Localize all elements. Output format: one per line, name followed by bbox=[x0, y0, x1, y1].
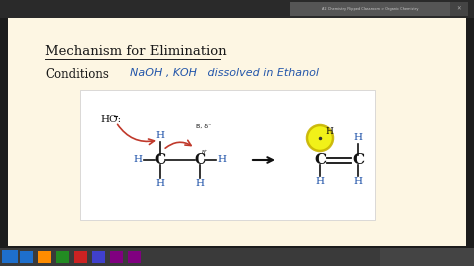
Text: δ⁺: δ⁺ bbox=[202, 149, 208, 155]
Bar bbox=[290, 2, 450, 16]
Bar bbox=[92, 251, 105, 263]
Text: H: H bbox=[354, 134, 363, 143]
Text: C: C bbox=[194, 153, 206, 167]
Text: H: H bbox=[218, 156, 227, 164]
Text: H: H bbox=[325, 127, 333, 136]
Bar bbox=[74, 251, 87, 263]
Text: C: C bbox=[314, 153, 326, 167]
Text: Mechanism for Elimination: Mechanism for Elimination bbox=[45, 45, 227, 58]
Text: H: H bbox=[354, 177, 363, 186]
Text: H: H bbox=[316, 177, 325, 186]
Bar bbox=[8, 18, 466, 246]
Bar bbox=[110, 251, 123, 263]
Text: B, δ⁻: B, δ⁻ bbox=[196, 123, 211, 128]
Text: H: H bbox=[155, 131, 164, 140]
Bar bbox=[0, 0, 474, 18]
Text: H: H bbox=[155, 180, 164, 189]
Bar bbox=[80, 90, 375, 220]
Text: C: C bbox=[352, 153, 364, 167]
Bar bbox=[450, 2, 468, 16]
Bar bbox=[0, 248, 474, 266]
Text: NaOH , KOH   dissolved in Ethanol: NaOH , KOH dissolved in Ethanol bbox=[130, 68, 319, 78]
Bar bbox=[380, 248, 474, 266]
Text: Conditions: Conditions bbox=[45, 68, 109, 81]
Text: H: H bbox=[195, 180, 204, 189]
Bar bbox=[56, 251, 69, 263]
Text: A2 Chemistry Flipped Classroom > Organic Chemistry: A2 Chemistry Flipped Classroom > Organic… bbox=[322, 7, 418, 11]
Bar bbox=[128, 251, 141, 263]
Text: H: H bbox=[134, 156, 143, 164]
Text: HO:: HO: bbox=[100, 115, 121, 124]
Text: ✕: ✕ bbox=[456, 6, 461, 11]
Text: C: C bbox=[155, 153, 165, 167]
Circle shape bbox=[307, 125, 333, 151]
Bar bbox=[2, 250, 18, 263]
Bar bbox=[38, 251, 51, 263]
Bar bbox=[20, 251, 33, 263]
